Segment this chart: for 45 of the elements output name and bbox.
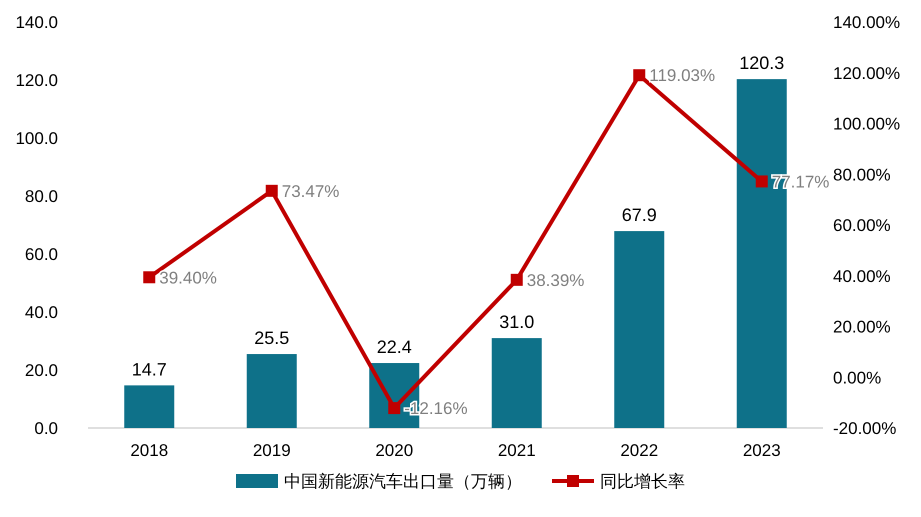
data-label: 73.47% bbox=[282, 182, 340, 201]
point bbox=[143, 271, 156, 284]
data-label: 22.4 bbox=[376, 337, 412, 358]
x-tick-label: 2022 bbox=[620, 441, 658, 460]
bar bbox=[246, 354, 297, 428]
y2-tick-label: 120.00% bbox=[833, 64, 900, 83]
y2-tick-label: 140.00% bbox=[833, 13, 900, 32]
point bbox=[756, 175, 768, 188]
y2-tick-label: -20.00% bbox=[833, 419, 896, 438]
y-tick-label: 120.0 bbox=[15, 71, 58, 90]
data-label: 39.40% bbox=[159, 268, 217, 288]
data-label: 38.39% bbox=[526, 270, 584, 290]
y-tick-label: 40.0 bbox=[24, 303, 58, 322]
legend-label: 中国新能源汽车出口量（万辆） bbox=[284, 472, 522, 491]
x-tick-label: 2018 bbox=[130, 441, 168, 460]
y-tick-label: 20.0 bbox=[24, 361, 58, 380]
data-label: 31.0 bbox=[499, 312, 534, 332]
y-tick-label: 0.0 bbox=[34, 419, 58, 438]
data-label: 14.7 bbox=[132, 359, 167, 380]
y2-tick-label: 20.00% bbox=[833, 318, 891, 336]
x-tick-label: 2023 bbox=[742, 441, 781, 460]
bar bbox=[492, 338, 542, 428]
point bbox=[266, 184, 278, 197]
point bbox=[633, 69, 646, 82]
y-tick-label: 100.0 bbox=[15, 129, 58, 148]
y2-tick-label: 100.00% bbox=[833, 114, 900, 134]
x-tick-label: 2019 bbox=[252, 441, 291, 460]
y-tick-label: 140.0 bbox=[15, 13, 58, 32]
point bbox=[388, 402, 400, 414]
data-label: 25.5 bbox=[254, 328, 290, 348]
y2-tick-label: 60.00% bbox=[833, 216, 891, 235]
y2-tick-label: 0.00% bbox=[833, 368, 882, 388]
y-tick-label: 80.0 bbox=[24, 187, 58, 206]
y2-tick-label: 40.00% bbox=[833, 266, 891, 286]
point bbox=[510, 274, 523, 286]
data-label: 67.9 bbox=[622, 205, 657, 226]
data-label: 120.3 bbox=[739, 53, 784, 74]
bar bbox=[614, 231, 664, 428]
y-tick-label: 60.0 bbox=[24, 245, 58, 264]
legend-label: 同比增长率 bbox=[600, 472, 685, 491]
y2-tick-label: 80.00% bbox=[833, 165, 891, 184]
x-tick-label: 2020 bbox=[375, 441, 414, 460]
data-label: 119.03% bbox=[649, 66, 716, 86]
bar bbox=[124, 385, 174, 428]
x-tick-label: 2021 bbox=[498, 441, 536, 460]
